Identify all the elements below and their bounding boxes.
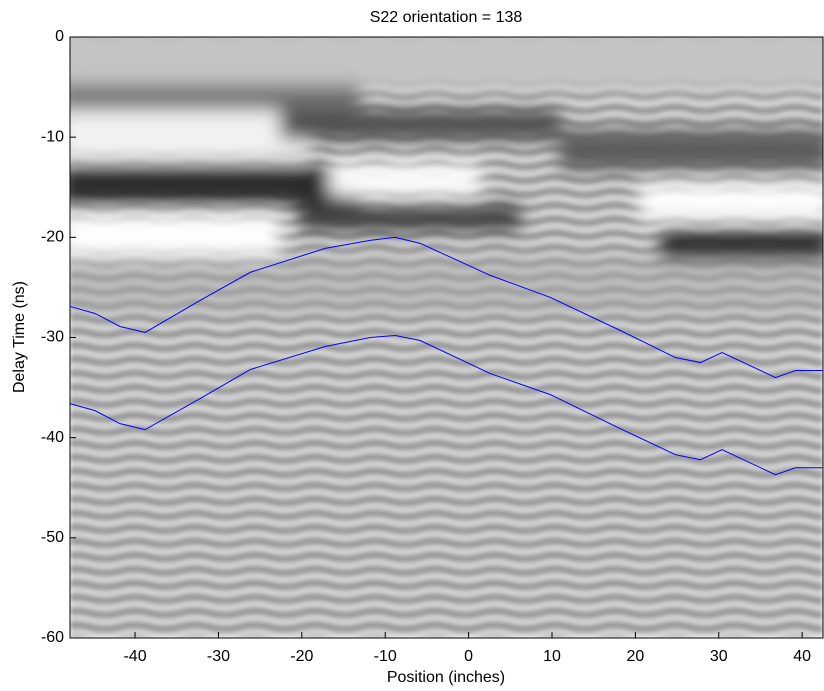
- x-tick-label: 20: [626, 648, 644, 665]
- x-tick-label: -20: [290, 648, 313, 665]
- horizon-line: [69, 236, 823, 379]
- y-tick-label: -50: [41, 529, 64, 546]
- y-tick-label: -60: [41, 629, 64, 646]
- x-tick-label: -40: [123, 648, 146, 665]
- x-tick-label: -10: [374, 648, 397, 665]
- radargram: [70, 37, 823, 638]
- x-tick-label: 30: [710, 648, 728, 665]
- x-tick-label: 10: [543, 648, 561, 665]
- x-tick-label: -30: [207, 648, 230, 665]
- y-tick-label: -20: [41, 229, 64, 246]
- horizon-line: [69, 334, 823, 476]
- y-tick-label: -40: [41, 429, 64, 446]
- x-tick-label: 0: [464, 648, 473, 665]
- y-axis-label: Delay Time (ns): [11, 281, 28, 393]
- x-tick-label: 40: [793, 648, 811, 665]
- y-tick-label: -10: [41, 128, 64, 145]
- y-tick-label: -30: [41, 329, 64, 346]
- chart-title: S22 orientation = 138: [370, 9, 523, 26]
- x-axis-label: Position (inches): [387, 669, 505, 686]
- y-tick-label: 0: [55, 28, 64, 45]
